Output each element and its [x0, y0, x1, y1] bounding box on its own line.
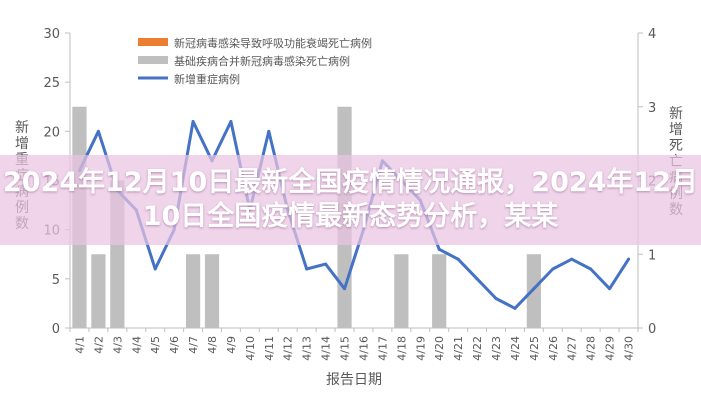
y-axis-title-left: 新	[15, 120, 29, 136]
x-tick-label: 4/7	[187, 336, 200, 354]
legend-label: 新冠病毒感染导致呼吸功能衰竭死亡病例	[174, 36, 372, 50]
x-tick-label: 4/25	[528, 336, 541, 361]
right-tick-label: 3	[648, 101, 656, 116]
x-tick-label: 4/29	[604, 336, 617, 361]
line-point	[267, 129, 271, 133]
x-tick-label: 4/1	[73, 336, 86, 354]
right-tick-label: 4	[648, 27, 656, 42]
x-tick-label: 4/18	[395, 336, 408, 361]
line-point	[589, 267, 593, 271]
line-point	[305, 267, 309, 271]
bar	[204, 254, 220, 328]
x-tick-label: 4/16	[357, 336, 370, 361]
y-axis-title-right: 新	[669, 106, 683, 122]
x-tick-label: 4/30	[623, 336, 636, 361]
x-tick-label: 4/17	[376, 336, 389, 361]
line-point	[627, 257, 631, 261]
legend-label: 基础疾病合并新冠病毒感染死亡病例	[174, 54, 350, 68]
bar	[185, 254, 201, 328]
left-tick-label: 25	[43, 76, 60, 91]
x-tick-label: 4/15	[339, 336, 352, 361]
legend-swatch	[138, 56, 168, 64]
line-point	[475, 277, 479, 281]
right-tick-label: 0	[648, 322, 656, 337]
x-tick-label: 4/8	[206, 336, 219, 354]
x-tick-label: 4/12	[282, 336, 295, 361]
x-tick-label: 4/3	[111, 336, 124, 354]
line-point	[153, 267, 157, 271]
x-tick-label: 4/13	[301, 336, 314, 361]
y-axis-title-right: 增	[669, 122, 683, 138]
bar	[91, 254, 106, 328]
x-tick-label: 4/19	[414, 336, 427, 361]
line-point	[513, 306, 517, 310]
x-axis-title: 报告日期	[326, 372, 382, 388]
x-tick-label: 4/9	[225, 336, 238, 354]
x-tick-label: 4/4	[130, 336, 143, 354]
x-tick-label: 4/28	[585, 336, 598, 361]
x-tick-label: 4/22	[471, 336, 484, 361]
left-tick-label: 20	[43, 125, 60, 140]
x-tick-label: 4/5	[149, 336, 162, 354]
line-point	[456, 257, 460, 261]
x-tick-label: 4/10	[244, 336, 257, 361]
banner-title: 2024年12月10日最新全国疫情情况通报，2024年12月10日全国疫情最新态…	[2, 167, 698, 232]
bar	[394, 254, 409, 328]
line-point	[96, 129, 100, 133]
x-tick-label: 4/23	[490, 336, 503, 361]
line-point	[494, 297, 498, 300]
line-point	[608, 287, 612, 291]
title-banner	[0, 155, 701, 245]
y-axis-title-right: 死	[669, 138, 683, 154]
bar	[526, 254, 541, 328]
line-point	[532, 287, 536, 291]
line-point	[570, 257, 574, 261]
x-tick-label: 4/6	[168, 336, 181, 354]
bar	[432, 254, 447, 328]
line-point	[343, 287, 347, 291]
x-tick-label: 4/24	[509, 336, 522, 361]
line-point	[229, 120, 233, 123]
x-tick-label: 4/20	[433, 336, 446, 361]
line-point	[191, 120, 195, 123]
x-tick-label: 4/14	[320, 336, 333, 361]
x-tick-label: 4/27	[566, 336, 579, 361]
x-tick-label: 4/11	[263, 336, 276, 361]
line-point	[551, 267, 555, 271]
line-point	[324, 262, 328, 266]
left-tick-label: 5	[52, 273, 60, 288]
left-tick-label: 30	[43, 27, 60, 42]
line-point	[437, 247, 441, 251]
y-axis-title-left: 增	[15, 136, 29, 152]
legend-label: 新增重症病例	[174, 72, 240, 86]
right-tick-label: 1	[648, 248, 656, 263]
left-tick-label: 0	[52, 322, 60, 337]
legend-swatch	[138, 38, 168, 46]
x-tick-label: 4/26	[547, 336, 560, 361]
x-tick-label: 4/21	[452, 336, 465, 361]
x-tick-label: 4/2	[92, 336, 105, 354]
